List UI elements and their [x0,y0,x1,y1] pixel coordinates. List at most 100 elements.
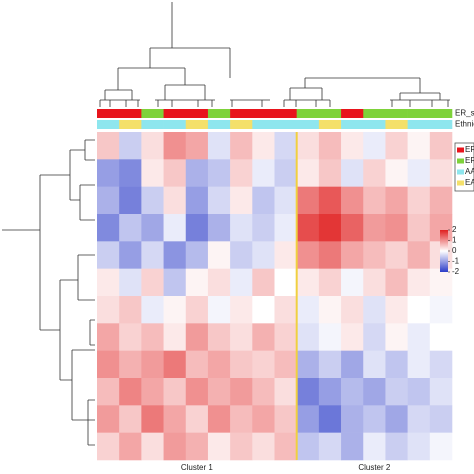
heat-cell [385,132,408,160]
heat-cell [252,214,275,242]
heat-cell [141,159,164,187]
heat-cell [97,296,120,324]
annotation-cell [296,120,320,129]
annotation-cell [230,120,253,129]
heat-cell [163,268,187,297]
heat-cell [363,132,386,160]
annotation-cell [141,120,164,129]
heat-cell [296,296,320,324]
heat-cell [407,132,431,160]
heat-cell [230,296,253,324]
heat-cell [185,323,209,351]
heat-cell [274,186,297,215]
heat-cell [385,268,408,297]
heat-cell [341,186,364,215]
heat-cell [341,241,364,269]
heat-cell [207,432,231,461]
heat-cell [407,350,431,379]
annotation-cell [163,109,187,118]
heat-cell [97,432,120,461]
annotation-label: ER_status [455,109,474,118]
annotation-cell [385,109,408,118]
heat-cell [429,432,453,461]
heat-cell [429,132,453,160]
annotation-cell [363,109,386,118]
heat-cell [185,132,209,160]
heat-cell [230,378,253,406]
heat-cell [318,159,342,187]
heat-cell [341,432,364,461]
heat-cell [207,323,231,351]
heat-cell [207,268,231,297]
color-scale [440,230,448,272]
heat-cell [230,350,253,379]
heat-cell [185,186,209,215]
heat-cell [119,268,142,297]
heat-cell [341,268,364,297]
color-scale-label: 1 [452,236,457,245]
heat-cell [119,241,142,269]
annotation-cell [141,109,164,118]
heat-cell [207,378,231,406]
heat-cell [163,132,187,160]
heat-cell [97,323,120,351]
heat-cell [429,405,453,433]
heat-cell [385,159,408,187]
annotation-cell [185,120,209,129]
heat-cell [429,296,453,324]
heat-cell [363,214,386,242]
heat-cell [207,186,231,215]
heat-cell [385,432,408,461]
heat-cell [119,378,142,406]
heat-cell [185,214,209,242]
heat-cell [163,432,187,461]
heat-cell [207,214,231,242]
legend-swatch [457,180,464,186]
heat-cell [141,405,164,433]
heat-cell [185,432,209,461]
cluster-label: Cluster 2 [358,463,391,472]
annotation-cell [363,120,386,129]
heat-cell [429,378,453,406]
heat-cell [318,241,342,269]
annotation-cell [185,109,209,118]
heat-cell [341,132,364,160]
heat-cell [185,405,209,433]
annotation-cell [429,109,453,118]
heat-cell [318,214,342,242]
heat-cell [363,186,386,215]
heat-cell [318,132,342,160]
heat-cell [385,214,408,242]
heat-cell [274,132,297,160]
heat-cell [163,214,187,242]
heat-cell [141,241,164,269]
heat-cell [318,432,342,461]
heat-cell [207,350,231,379]
heat-cell [274,241,297,269]
heat-cell [341,159,364,187]
heat-cell [141,350,164,379]
heat-cell [185,296,209,324]
heat-cell [318,378,342,406]
heat-cell [296,405,320,433]
heat-cell [119,350,142,379]
annotation-cell [407,120,431,129]
heat-cell [274,296,297,324]
heat-cell [429,159,453,187]
heat-cell [252,132,275,160]
heat-cell [141,268,164,297]
heat-cell [429,268,453,297]
heat-cell [119,159,142,187]
heat-cell [341,214,364,242]
heat-cell [230,323,253,351]
heat-cell [119,214,142,242]
heat-cell [185,159,209,187]
cluster-label: Cluster 1 [181,463,214,472]
heat-cell [407,296,431,324]
heat-cell [141,323,164,351]
heat-cell [363,405,386,433]
heat-cell [207,132,231,160]
heat-cell [163,378,187,406]
legend-swatch [457,169,464,175]
